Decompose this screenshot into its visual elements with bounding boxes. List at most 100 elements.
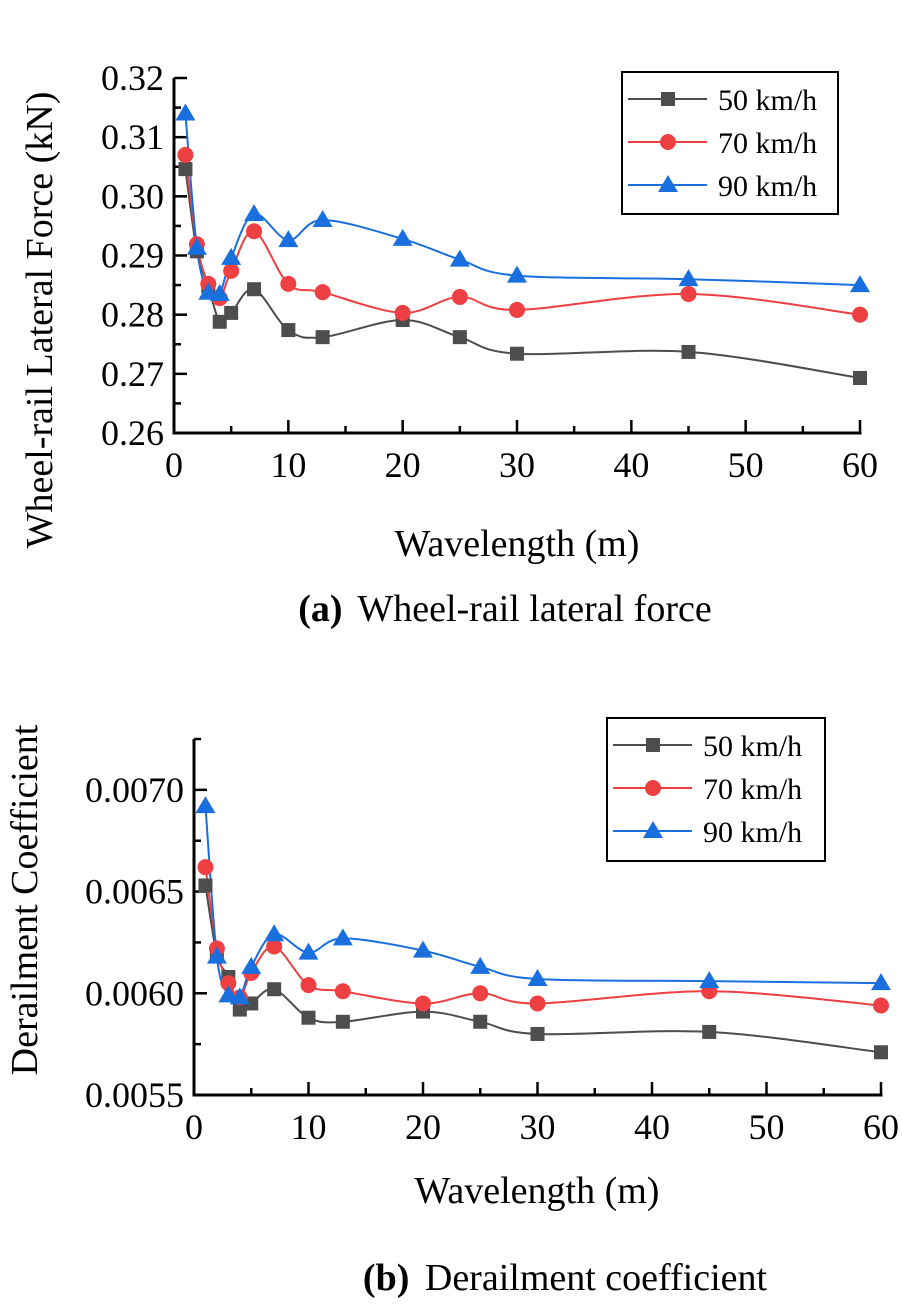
data-point-square — [530, 1026, 545, 1041]
data-point-square — [315, 330, 330, 345]
data-point-square — [452, 330, 467, 345]
data-point-circle — [280, 275, 297, 292]
legend-marker-square — [661, 92, 675, 106]
legend-box — [606, 717, 826, 862]
legend-marker-square — [646, 738, 660, 752]
data-point-triangle — [175, 103, 196, 121]
x-tick-label: 60 — [842, 445, 878, 485]
data-point-triangle — [699, 971, 720, 989]
caption-a: (a) Wheel-rail lateral force — [298, 588, 712, 630]
data-point-circle — [680, 285, 697, 302]
data-point-square — [198, 878, 213, 893]
data-point-triangle — [413, 940, 433, 958]
data-point-square — [335, 1014, 350, 1029]
data-point-triangle — [244, 204, 265, 222]
plot-area-b: 0 10 20 30 40 50 60 0.0055 0.0060 0.0065 0.0070 — [85, 737, 899, 1147]
data-point-circle — [852, 306, 868, 323]
y-tick-label: 0.30 — [101, 176, 164, 216]
data-point-square — [212, 314, 227, 329]
caption-text-a: Wheel-rail lateral force — [357, 588, 711, 630]
data-point-square — [224, 305, 239, 320]
data-point-circle — [197, 859, 214, 876]
caption-label-b: (b) — [363, 1257, 409, 1299]
data-point-circle — [873, 997, 889, 1014]
data-point-square — [301, 1010, 316, 1025]
data-point-circle — [509, 301, 525, 318]
data-point-triangle — [241, 956, 262, 974]
x-axis-title-a: Wavelength (m) — [395, 523, 640, 565]
legend-item: 50 km/h — [628, 84, 817, 117]
data-point-triangle — [332, 928, 353, 946]
data-point-triangle — [298, 942, 319, 960]
data-point-circle — [266, 938, 283, 955]
y-axis-title-a: Wheel-rail Lateral Force (kN) — [19, 92, 61, 549]
legend-label: 50 km/h — [718, 84, 817, 117]
legend-item: 50 km/h — [613, 730, 802, 763]
x-tick-label: 60 — [863, 1107, 899, 1147]
y-tick-label: 0.28 — [101, 295, 164, 335]
data-point-square — [681, 344, 696, 359]
caption-b: (b) Derailment coefficient — [363, 1257, 768, 1299]
x-tick-label: 10 — [291, 1107, 327, 1147]
data-point-square — [702, 1024, 717, 1039]
data-point-square — [244, 996, 259, 1011]
y-tick-label: 0.0065 — [85, 872, 184, 912]
legend-label: 90 km/h — [718, 170, 817, 203]
data-point-triangle — [678, 269, 699, 287]
data-point-circle — [246, 223, 263, 240]
legend-marker-circle — [660, 134, 676, 150]
data-point-triangle — [206, 946, 227, 964]
data-point-square — [473, 1014, 488, 1029]
data-point-square — [247, 282, 262, 297]
x-tick-label: 20 — [385, 445, 421, 485]
data-point-triangle — [221, 247, 242, 265]
data-point-triangle — [195, 796, 216, 814]
x-tick-label: 50 — [749, 1107, 785, 1147]
data-point-triangle — [850, 275, 870, 293]
legend-label: 70 km/h — [718, 127, 817, 160]
legend-label: 70 km/h — [703, 773, 802, 806]
legend-item: 90 km/h — [613, 816, 802, 849]
legend-a: 50 km/h 70 km/h 90 km/h — [621, 71, 839, 215]
data-point-square — [178, 162, 193, 177]
x-tick-label: 0 — [185, 1107, 203, 1147]
y-axis-title-b: Derailment Coefficient — [4, 724, 46, 1075]
y-tick-label: 0.0055 — [85, 1075, 184, 1115]
data-point-triangle — [312, 210, 333, 227]
x-tick-label: 40 — [613, 445, 649, 485]
caption-text-b: Derailment coefficient — [425, 1257, 768, 1299]
data-point-triangle — [507, 265, 527, 283]
legend-item: 70 km/h — [628, 127, 817, 160]
y-tick-label: 0.0070 — [85, 770, 184, 810]
series-markers-50-km-h — [198, 878, 888, 1060]
data-point-circle — [415, 995, 431, 1012]
chart-panel-a: 0 10 20 30 40 50 60 0.26 0.27 0.28 0.29 0.30 0.31 0.3… — [19, 58, 878, 630]
x-tick-label: 10 — [270, 445, 306, 485]
legend-item: 90 km/h — [628, 170, 817, 203]
series-markers-90-km-h — [195, 796, 891, 1005]
legend-b: 50 km/h 70 km/h 90 km/h — [606, 717, 826, 862]
data-point-square — [853, 370, 867, 385]
data-point-triangle — [218, 985, 239, 1003]
data-point-triangle — [186, 237, 207, 255]
x-tick-label: 30 — [499, 445, 535, 485]
series-markers-90-km-h — [175, 103, 870, 301]
data-point-circle — [300, 977, 317, 994]
chart-panel-b: 0 10 20 30 40 50 60 0.0055 0.0060 0.0065 0.0070 De… — [4, 717, 899, 1299]
data-point-circle — [220, 975, 237, 992]
data-point-square — [874, 1045, 888, 1060]
data-point-circle — [472, 985, 489, 1002]
y-tick-label: 0.0060 — [85, 973, 184, 1013]
data-point-circle — [223, 262, 240, 279]
data-point-square — [232, 1002, 247, 1017]
y-tick-label: 0.27 — [101, 354, 164, 394]
data-point-circle — [451, 288, 468, 305]
data-point-triangle — [229, 987, 250, 1005]
data-point-square — [510, 346, 524, 361]
legend-marker-triangle — [643, 821, 663, 838]
data-point-circle — [394, 304, 411, 321]
data-point-triangle — [209, 283, 230, 301]
plot-area-a: 0 10 20 30 40 50 60 0.26 0.27 0.28 0.29 0.30 0.31 0.3… — [101, 58, 878, 485]
data-point-triangle — [527, 969, 548, 987]
